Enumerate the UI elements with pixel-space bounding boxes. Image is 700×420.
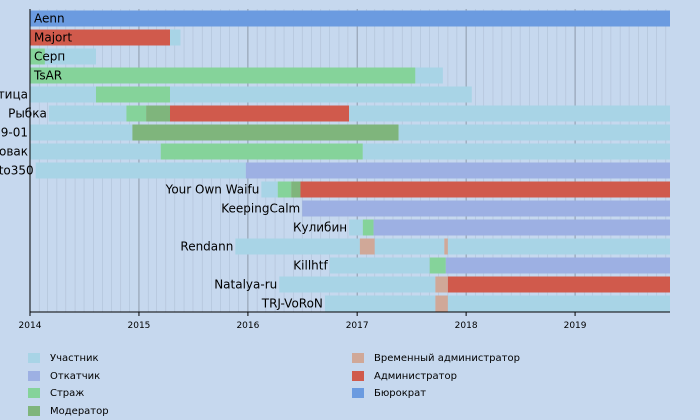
bar-segment-rollbacker: [373, 219, 670, 236]
row-label: Your Own Waifu: [165, 183, 260, 197]
bar-segment-member: [170, 86, 472, 103]
bar-segment-member: [324, 295, 436, 312]
row-label: Кулибин: [293, 221, 347, 235]
bars: [30, 10, 670, 312]
bar-segment-moderator: [146, 105, 170, 122]
x-tick-label: 2017: [346, 321, 369, 331]
legend-label-rollbacker: Откатчик: [50, 370, 101, 382]
row-label: Rendann: [180, 240, 233, 254]
bar-segment-admin: [30, 29, 170, 46]
bar-segment-member: [48, 105, 127, 122]
bar-segment-guard: [30, 67, 416, 84]
bar-segment-member: [398, 124, 670, 141]
legend-label-temp_admin: Временный администратор: [374, 353, 520, 364]
row-label: Killhtf: [293, 259, 328, 273]
row-labels: Aenn Majort Серп TsAR Хаос птица Рыбка Капрал …: [0, 12, 347, 311]
bar-segment-member: [30, 124, 133, 141]
bar-segment-member: [447, 238, 670, 255]
bar-segment-guard: [362, 219, 374, 236]
bar-segment-rollbacker: [445, 257, 670, 274]
bar-segment-admin: [300, 181, 670, 198]
bar-segment-member: [261, 181, 278, 198]
bar-segment-temp_admin: [435, 295, 448, 312]
legend-swatch-temp_admin: [352, 353, 364, 363]
legend-swatch-member: [28, 353, 40, 363]
legend-swatch-guard: [28, 388, 40, 398]
row-label: KeepingCalm: [221, 202, 300, 216]
row-label: Рыбка: [8, 107, 47, 121]
bar-segment-guard: [277, 181, 292, 198]
legend-swatch-rollbacker: [28, 370, 40, 381]
row-label: TsAR: [33, 69, 62, 83]
bar-segment-guard: [429, 257, 446, 274]
bar-segment-member: [44, 48, 96, 65]
legend-label-guard: Страж: [50, 388, 85, 399]
bar-segment-member: [374, 238, 445, 255]
x-axis: 2014 2015 2016 2017 2018 2019: [19, 9, 670, 331]
bar-segment-bureaucrat: [30, 10, 670, 27]
legend-label-bureaucrat: Бюрократ: [374, 388, 427, 399]
row-label: Aenn: [34, 12, 65, 26]
row-label: Хаос птица: [0, 88, 28, 102]
bar-segment-guard: [126, 105, 147, 122]
row-label: Natalya-ru: [214, 278, 277, 292]
x-tick-label: 2016: [236, 321, 259, 331]
legend-swatch-moderator: [28, 405, 40, 416]
legend-label-member: Участник: [50, 353, 99, 364]
row-label: TRJ-VoRoN: [261, 297, 323, 311]
bar-segment-rollbacker: [245, 162, 670, 179]
legend-label-moderator: Модератор: [50, 405, 109, 417]
bar-segment-member: [329, 257, 430, 274]
bar-segment-moderator: [291, 181, 301, 198]
bar-segment-guard: [160, 143, 363, 160]
bar-segment-temp_admin: [359, 238, 375, 255]
bar-segment-temp_admin: [435, 276, 448, 293]
row-label: Новак: [0, 145, 28, 159]
bar-segment-member: [279, 276, 436, 293]
bar-segment-member: [362, 143, 670, 160]
bar-segment-moderator: [132, 124, 399, 141]
bar-segment-member: [30, 86, 96, 103]
row-label: Капрал 19-01: [0, 126, 28, 140]
bar-segment-admin: [170, 105, 350, 122]
bar-segment-rollbacker: [302, 200, 670, 217]
x-tick-label: 2019: [564, 321, 587, 331]
bar-segment-member: [30, 143, 161, 160]
bar-segment-temp_admin: [444, 238, 448, 255]
x-tick-label: 2018: [455, 321, 478, 331]
legend-swatch-bureaucrat: [352, 388, 364, 398]
bar-segment-member: [349, 219, 363, 236]
bar-segment-guard: [30, 48, 45, 65]
bar-segment-member: [235, 238, 360, 255]
legend-swatch-admin: [352, 370, 364, 381]
row-label: Серп: [34, 50, 65, 64]
x-tick-label: 2014: [19, 321, 42, 331]
bar-segment-member: [170, 29, 181, 46]
bar-segment-member: [447, 295, 670, 312]
x-tick-label: 2015: [128, 321, 151, 331]
bar-segment-member: [35, 162, 246, 179]
bar-segment-member: [415, 67, 443, 84]
bar-segment-guard: [95, 86, 170, 103]
bar-segment-admin: [447, 276, 670, 293]
legend-label-admin: Администратор: [374, 370, 457, 382]
row-label: Majort: [34, 31, 72, 45]
bar-segment-member: [349, 105, 670, 122]
row-label: Soto350: [0, 164, 34, 178]
